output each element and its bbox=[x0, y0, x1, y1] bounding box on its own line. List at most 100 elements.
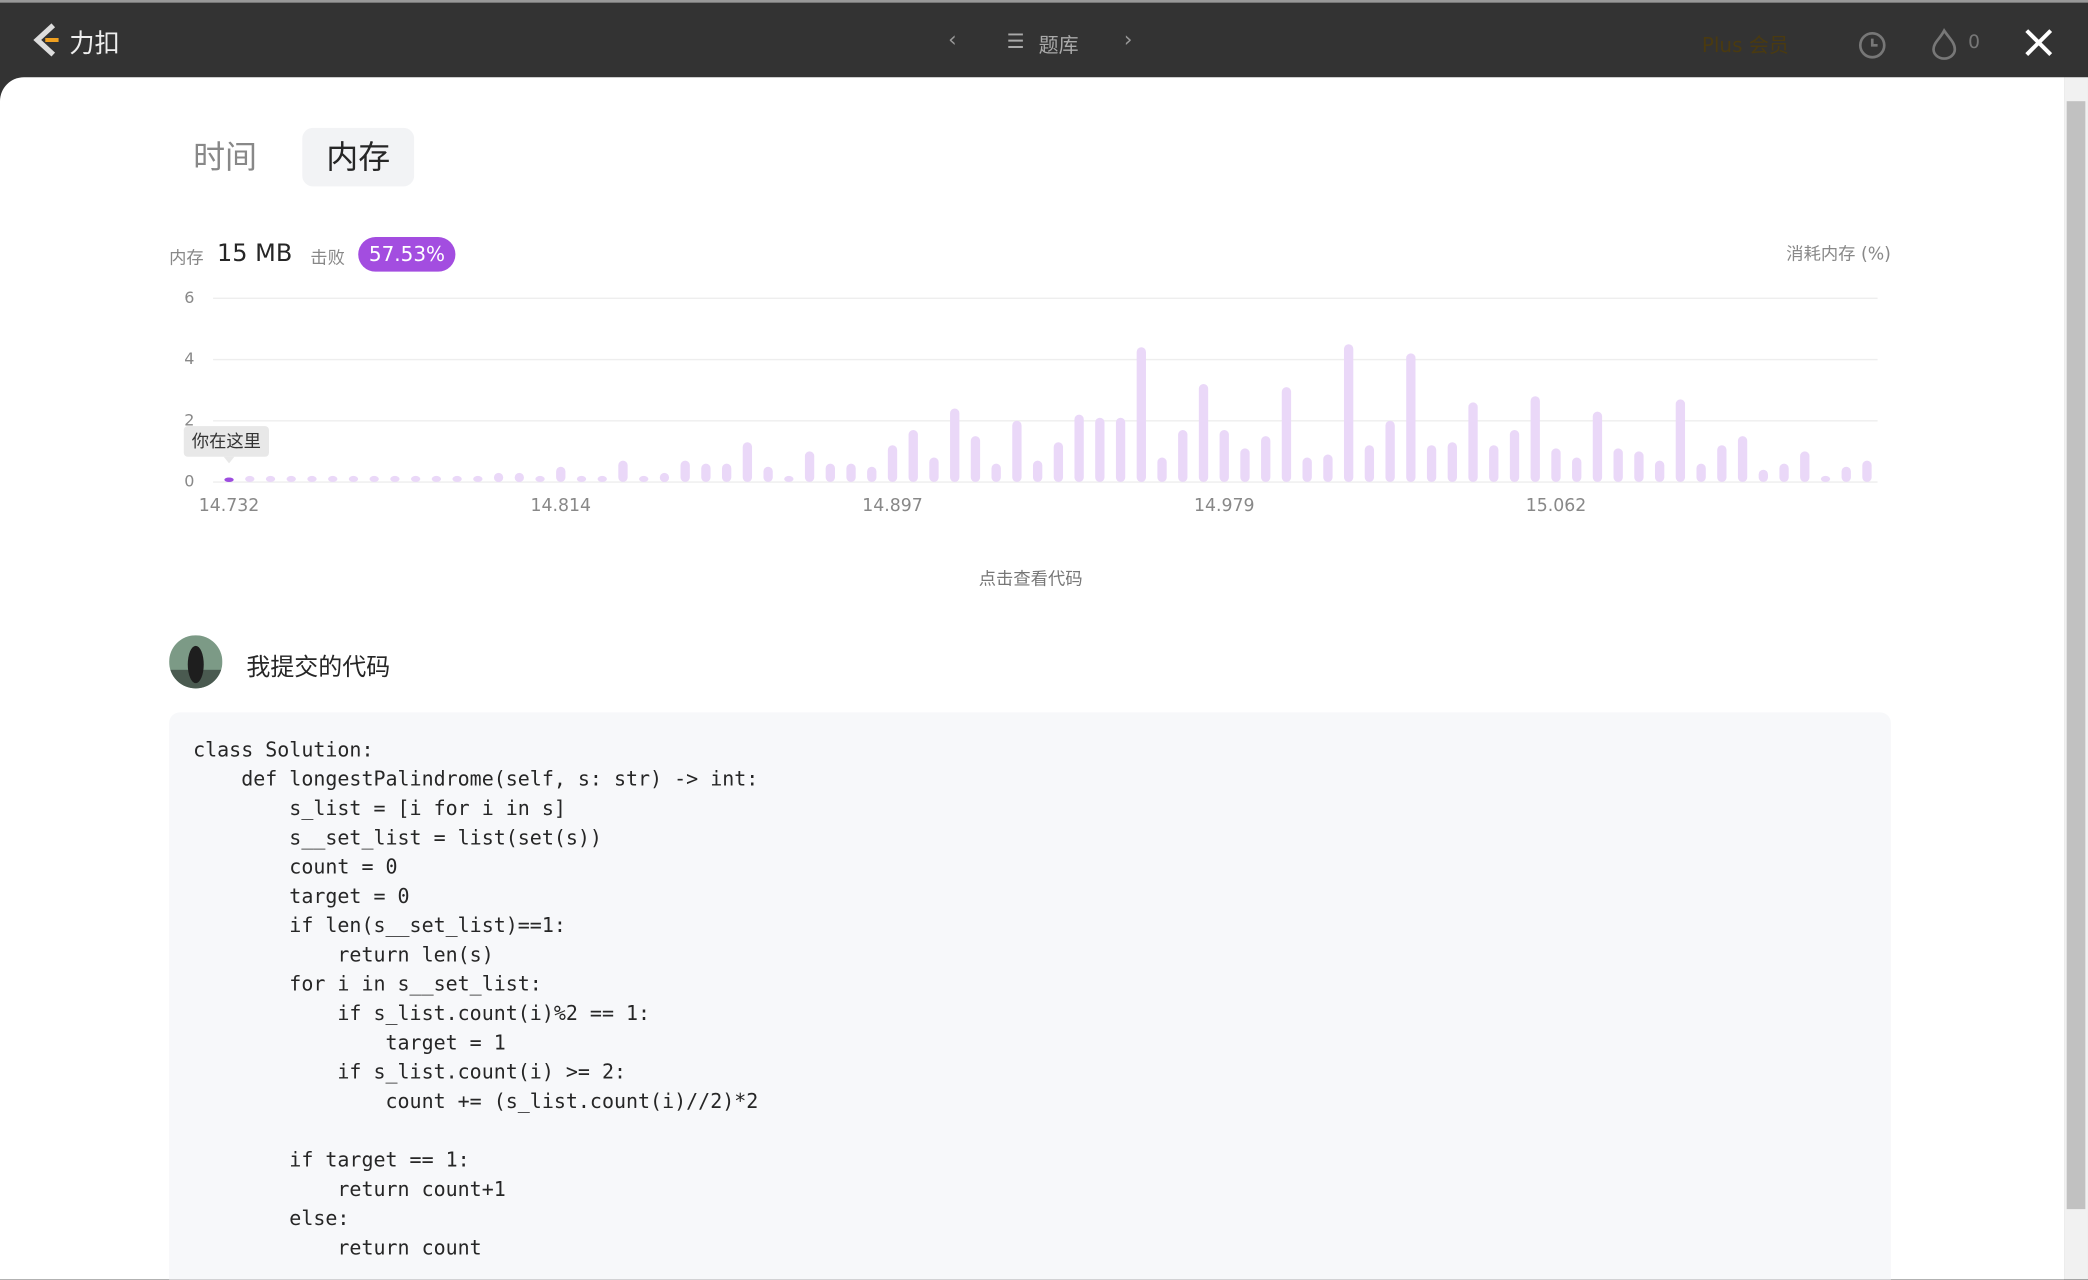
view-code-link[interactable]: 点击查看代码 bbox=[978, 569, 1083, 590]
bar bbox=[763, 466, 773, 483]
bar bbox=[348, 475, 359, 483]
nav-problems[interactable]: 题库 bbox=[1038, 33, 1079, 58]
bar bbox=[1779, 463, 1789, 483]
bar bbox=[576, 475, 587, 483]
logo-icon bbox=[33, 23, 59, 57]
tab-memory[interactable]: 内存 bbox=[302, 127, 415, 187]
code-block bbox=[169, 712, 1891, 1280]
bar bbox=[1364, 445, 1375, 483]
bar bbox=[286, 475, 296, 483]
bar bbox=[1675, 399, 1686, 483]
bar bbox=[224, 477, 234, 483]
next-button[interactable]: › bbox=[1123, 26, 1133, 52]
bar bbox=[1261, 436, 1271, 483]
bar bbox=[1385, 420, 1395, 483]
bar bbox=[804, 451, 815, 483]
bar bbox=[618, 460, 628, 483]
close-button[interactable] bbox=[2021, 25, 2056, 60]
bar bbox=[1219, 429, 1229, 483]
bar bbox=[1634, 451, 1644, 483]
x-tick-label: 14.897 bbox=[862, 496, 923, 516]
tab-time[interactable]: 时间 bbox=[193, 138, 258, 176]
scroll-thumb[interactable] bbox=[2066, 101, 2086, 1210]
bar bbox=[1489, 445, 1499, 483]
bar bbox=[597, 475, 607, 483]
bar bbox=[431, 475, 442, 483]
bar bbox=[1820, 475, 1831, 483]
bar bbox=[1447, 442, 1457, 483]
x-tick-label: 14.732 bbox=[199, 496, 260, 516]
bar bbox=[970, 436, 981, 483]
x-tick-label: 14.814 bbox=[531, 496, 592, 516]
bar bbox=[1551, 448, 1561, 483]
bar bbox=[784, 475, 794, 483]
streak-icon bbox=[1932, 27, 1957, 60]
bar bbox=[1343, 344, 1354, 483]
streak-count: 0 bbox=[1968, 31, 1981, 54]
bar bbox=[1841, 466, 1851, 483]
bar bbox=[1053, 442, 1064, 483]
y-tick-label: 2 bbox=[184, 410, 194, 429]
y-tick-label: 4 bbox=[184, 349, 194, 368]
memory-label: 内存 bbox=[169, 249, 204, 269]
bar bbox=[369, 475, 379, 483]
bar bbox=[742, 442, 753, 483]
bar bbox=[410, 475, 421, 483]
x-tick-label: 15.062 bbox=[1526, 496, 1587, 516]
bar bbox=[1136, 347, 1146, 483]
bar bbox=[1717, 445, 1727, 483]
y-tick-label: 0 bbox=[184, 472, 194, 491]
tooltip-text: 你在这里 bbox=[192, 432, 261, 452]
tooltip-box bbox=[183, 426, 269, 457]
bar bbox=[846, 463, 856, 483]
code-text: class Solution: def longestPalindrome(se… bbox=[193, 737, 759, 1260]
bar bbox=[1696, 463, 1706, 483]
bar bbox=[1758, 469, 1768, 483]
bar bbox=[1572, 457, 1582, 483]
bar bbox=[245, 475, 255, 483]
top-bar: 力扣 ‹ ☰ 题库 › Plus 会员 0 bbox=[0, 0, 2088, 78]
prev-button[interactable]: ‹ bbox=[948, 26, 957, 52]
bar bbox=[701, 463, 711, 483]
bar bbox=[535, 475, 545, 483]
avatar bbox=[169, 635, 223, 689]
bar bbox=[659, 472, 670, 483]
bar bbox=[307, 475, 317, 483]
bar bbox=[390, 475, 400, 483]
bar bbox=[556, 466, 566, 483]
plus-link[interactable]: Plus 会员 bbox=[1701, 33, 1789, 58]
bar bbox=[1737, 436, 1748, 483]
bar bbox=[1178, 429, 1188, 483]
alarm-icon[interactable] bbox=[1855, 27, 1890, 62]
bar bbox=[1406, 353, 1416, 483]
bar bbox=[473, 475, 483, 483]
bar bbox=[1198, 384, 1209, 483]
bar bbox=[1095, 417, 1105, 483]
bar bbox=[1240, 448, 1250, 483]
bar bbox=[1800, 451, 1810, 483]
bar bbox=[721, 463, 732, 483]
memory-value: 15 MB bbox=[217, 239, 293, 268]
bar bbox=[514, 472, 524, 483]
bar bbox=[950, 408, 960, 483]
bar bbox=[1074, 414, 1084, 483]
bar bbox=[929, 457, 939, 483]
bar bbox=[493, 472, 504, 483]
bar bbox=[1302, 457, 1312, 483]
bar bbox=[1032, 460, 1043, 483]
bar bbox=[1468, 402, 1478, 483]
bar bbox=[991, 463, 1001, 483]
beat-label: 击败 bbox=[310, 249, 345, 269]
bar bbox=[908, 429, 918, 483]
logo-text[interactable]: 力扣 bbox=[69, 29, 120, 59]
bar bbox=[1613, 448, 1623, 483]
bar bbox=[887, 445, 898, 483]
bar bbox=[1157, 457, 1167, 483]
bar bbox=[1426, 445, 1437, 483]
bar bbox=[1115, 417, 1126, 483]
bar bbox=[825, 463, 835, 483]
tooltip-pointer bbox=[223, 456, 235, 464]
